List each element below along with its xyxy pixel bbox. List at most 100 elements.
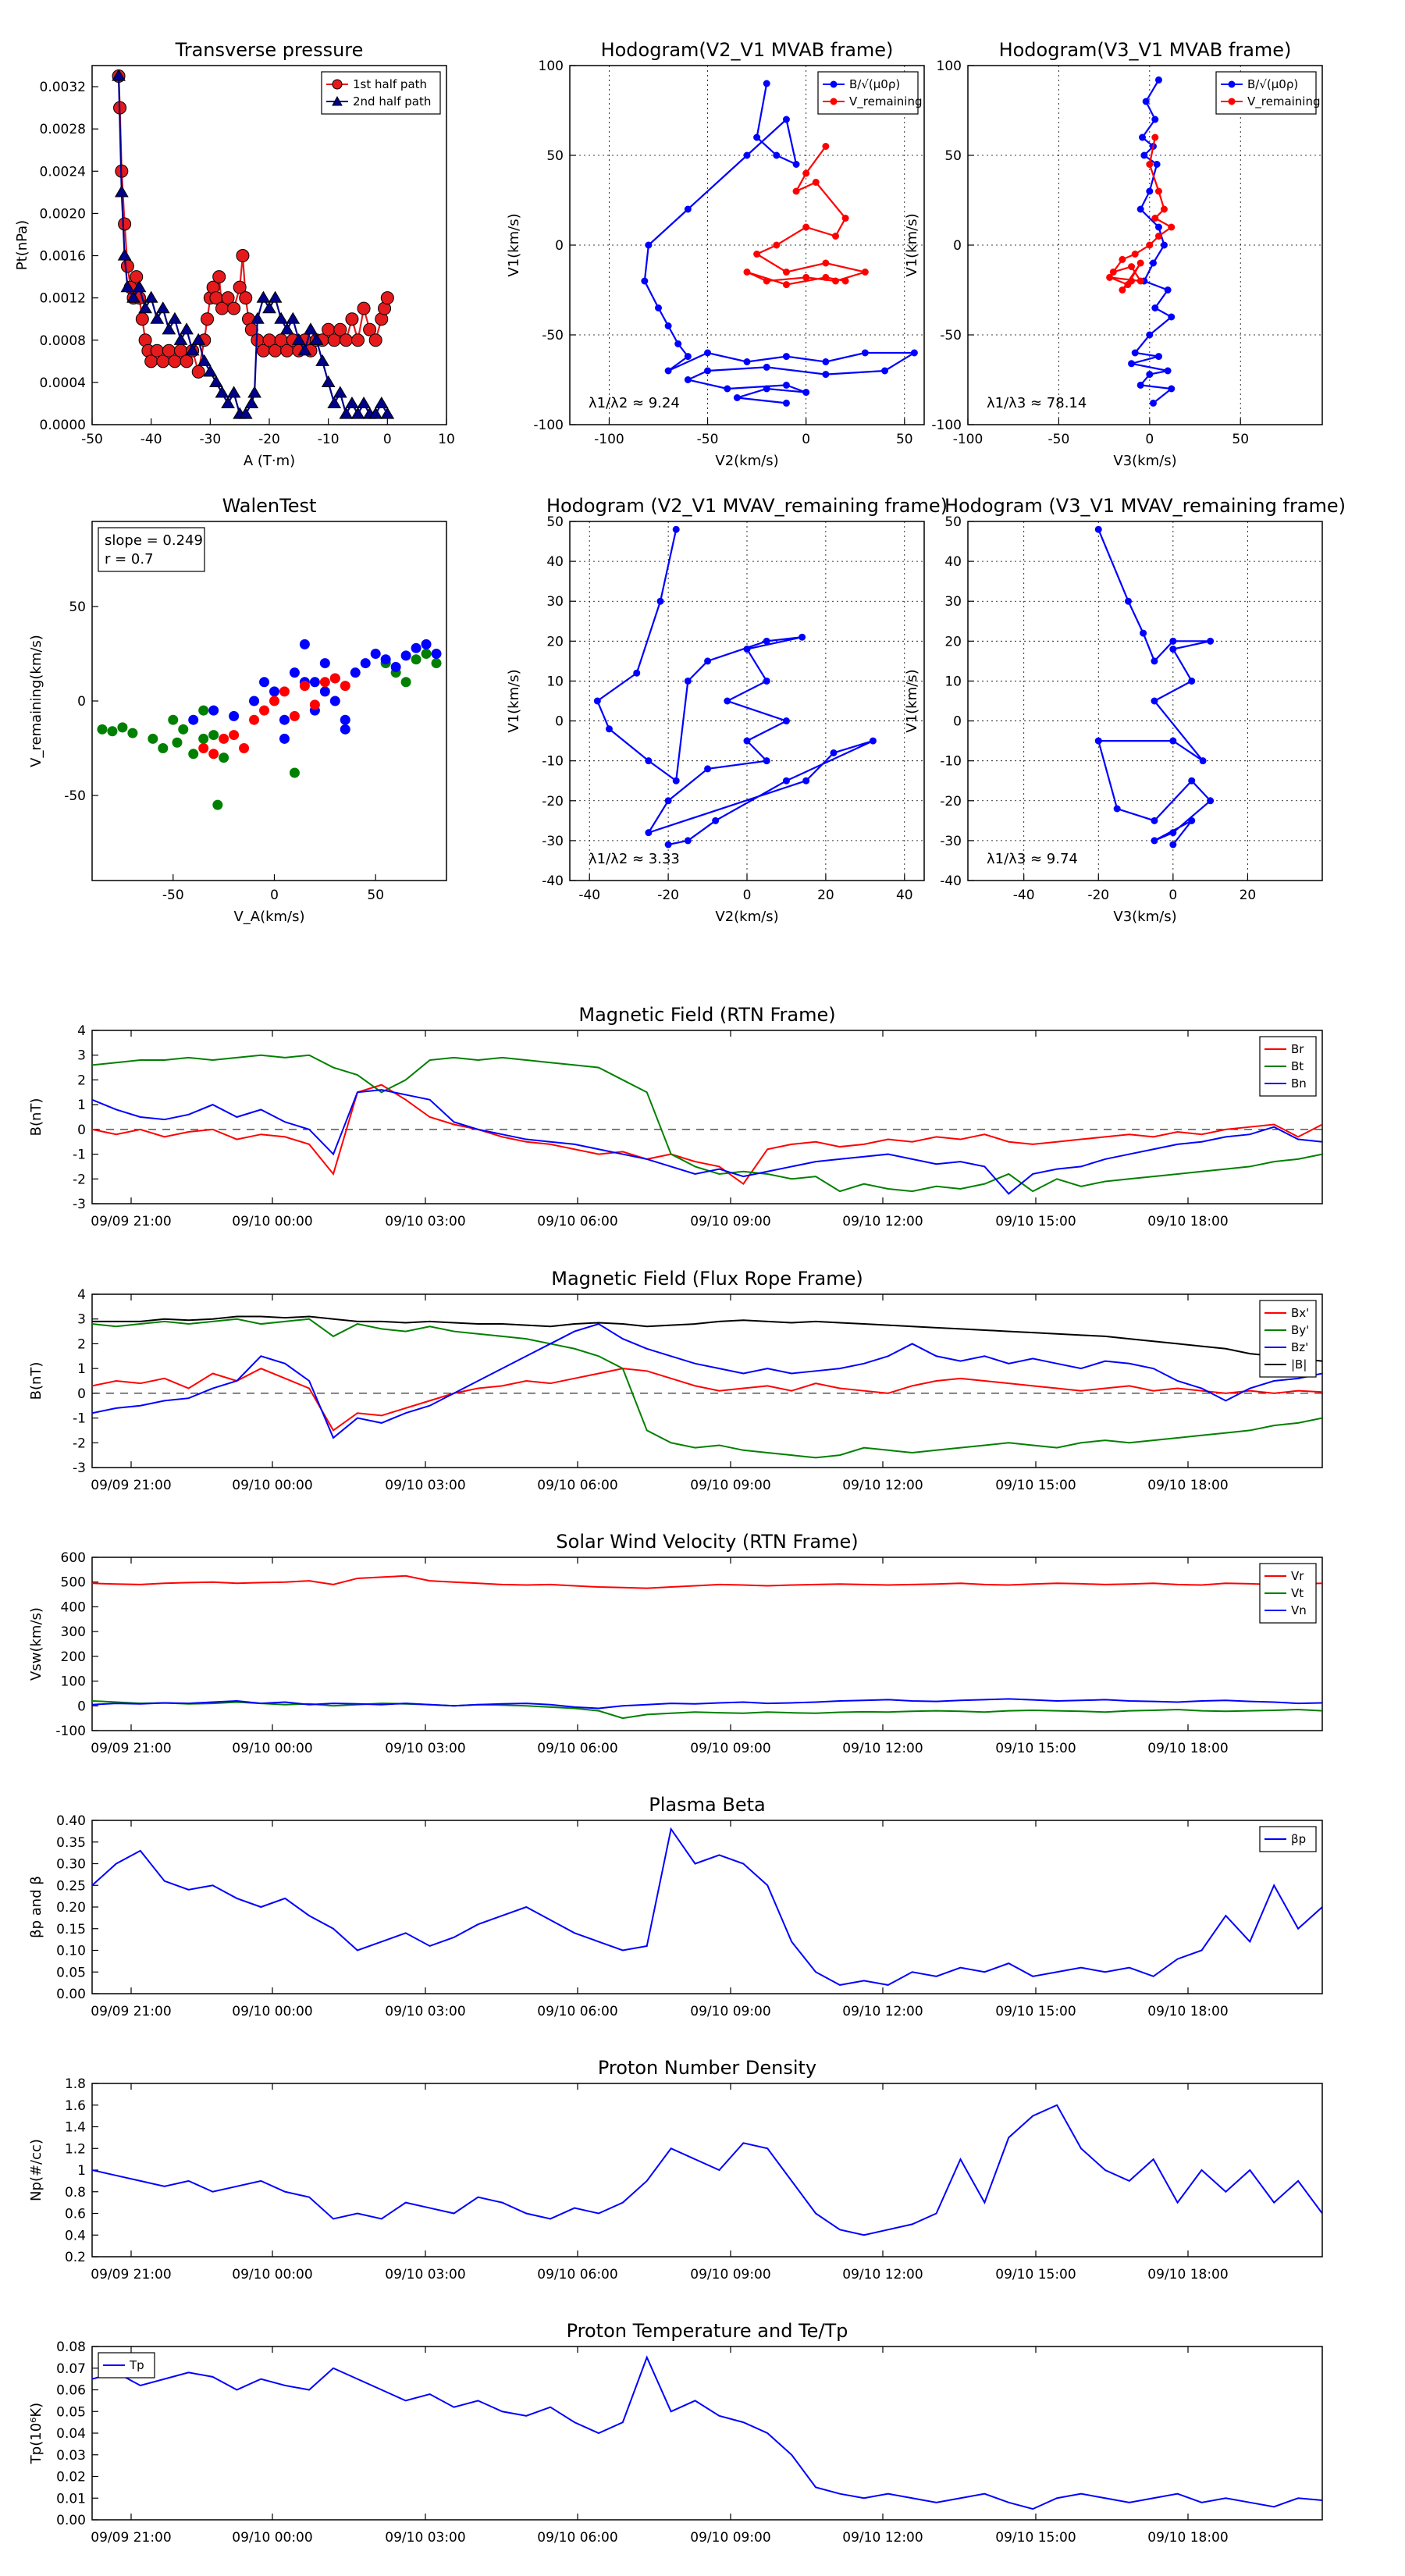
x-tick-label: 09/10 00:00 [232, 1478, 312, 1493]
legend: Br Bt Bn [1259, 1036, 1317, 1097]
x-tick-label: 09/10 00:00 [232, 2267, 312, 2282]
x-tick-label: -20 [657, 888, 679, 903]
data-point [773, 151, 781, 159]
data-point [229, 710, 240, 721]
chart-hodogram-v3v1-mvav: Hodogram (V3_V1 MVAV_remaining frame) -40… [904, 495, 1346, 925]
data-point [286, 311, 301, 324]
data-point [743, 151, 751, 159]
data-point [743, 646, 751, 653]
data-point [1094, 737, 1102, 745]
y-tick-label: 30 [546, 594, 564, 610]
data-point [212, 270, 226, 284]
data-point [1169, 829, 1177, 837]
x-tick-label: 09/10 00:00 [232, 2530, 312, 2546]
data-point [315, 354, 329, 366]
data-point [822, 259, 830, 267]
data-point [1136, 205, 1144, 213]
data-point [763, 637, 770, 645]
legend: B/√(μ0ρ) V_remaining [817, 71, 923, 115]
data-point [279, 322, 294, 335]
data-point [674, 340, 682, 347]
data-point [209, 375, 223, 387]
y-tick-label: 100 [61, 1674, 86, 1690]
data-point [684, 205, 692, 213]
legend-label: Bx' [1291, 1306, 1309, 1320]
series-tp [92, 2355, 1322, 2510]
data-point [431, 648, 442, 659]
x-axis-label: V3(km/s) [1113, 453, 1176, 469]
y-tick-label: -20 [542, 794, 564, 809]
x-tick-label: 09/09 21:00 [91, 1478, 171, 1493]
legend-marker [1228, 80, 1236, 88]
data-point [357, 301, 371, 315]
series-0 [593, 525, 877, 849]
data-point [126, 290, 140, 303]
data-point [130, 270, 144, 284]
x-tick-label: 09/10 18:00 [1147, 2004, 1228, 2019]
y-tick-label: 0 [555, 714, 564, 730]
data-point [274, 311, 289, 324]
data-point [1207, 637, 1215, 645]
legend-label: B/√(μ0ρ) [1247, 77, 1298, 91]
data-point [279, 714, 290, 725]
x-tick-label: 09/10 15:00 [995, 2530, 1076, 2546]
data-point [350, 407, 365, 419]
data-point [1168, 385, 1176, 393]
x-tick-label: 09/10 09:00 [690, 1741, 770, 1756]
chart-walen-test: WalenTest -50 0 50 V_A(km/s) -50 0 50 V_remainin… [28, 495, 447, 925]
x-tick-label: 0 [383, 432, 392, 447]
series-line [92, 2355, 1322, 2510]
y-tick-label: 0.00 [56, 2513, 86, 2528]
data-point [368, 333, 382, 347]
y-tick-label: -20 [940, 794, 962, 809]
data-point [704, 765, 712, 773]
y-tick-label: 200 [61, 1649, 86, 1665]
data-point [822, 273, 830, 281]
data-point [256, 290, 271, 303]
data-point [1094, 525, 1102, 533]
data-point [236, 249, 250, 263]
y-tick-label: 400 [61, 1599, 86, 1615]
chart-title: Hodogram(V3_V1 MVAB frame) [999, 39, 1292, 61]
y-tick-label: -40 [940, 873, 962, 889]
data-point [148, 733, 158, 744]
chart-title: Magnetic Field (RTN Frame) [578, 1004, 835, 1026]
legend-marker [332, 95, 343, 106]
data-point [593, 697, 601, 705]
data-point [249, 714, 260, 725]
x-tick-label: 09/10 18:00 [1147, 1214, 1228, 1229]
legend: Bx' By' Bz' |B| [1259, 1300, 1317, 1378]
y-tick-label: 4 [77, 1287, 86, 1303]
data-point [357, 396, 371, 409]
data-point [605, 725, 613, 733]
y-tick-label: 1.4 [65, 2120, 86, 2136]
plot-area [1106, 76, 1176, 407]
data-point [97, 724, 108, 735]
data-point [672, 777, 680, 785]
data-point [198, 733, 209, 744]
series-br [92, 1083, 1322, 1186]
x-tick-label: -50 [1048, 432, 1070, 447]
data-point [269, 686, 279, 697]
data-point [155, 301, 170, 314]
y-tick-label: -100 [931, 418, 962, 433]
plot-area [112, 69, 395, 419]
legend-label: 1st half path [353, 77, 427, 91]
y-tick-label: 0.0008 [40, 333, 86, 349]
y-axis-label: V1(km/s) [904, 669, 920, 732]
data-point [1151, 697, 1158, 705]
y-tick-label: 0.08 [56, 2339, 86, 2355]
series-vr [92, 1574, 1322, 1589]
plot-area [97, 639, 442, 810]
x-tick-label: 09/10 06:00 [537, 2004, 617, 2019]
legend: B/√(μ0ρ) V_remaining [1215, 71, 1321, 115]
series-0 [92, 2104, 1322, 2236]
data-point [118, 217, 132, 231]
y-tick-label: 0.35 [56, 1835, 86, 1851]
legend-marker [332, 79, 343, 90]
data-point [339, 333, 353, 347]
data-point [239, 743, 250, 754]
data-point [289, 710, 300, 721]
data-point [188, 749, 199, 760]
data-point [861, 269, 869, 276]
